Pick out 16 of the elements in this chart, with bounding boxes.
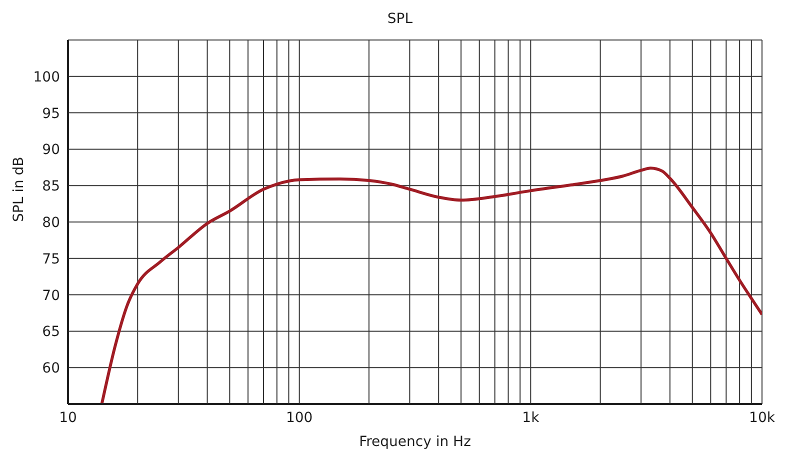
y-tick-label: 90 (42, 142, 60, 158)
chart-title: SPL (386, 10, 414, 29)
y-tick-label: 65 (42, 324, 60, 340)
x-tick-label: 10 (59, 410, 77, 426)
x-tick-label: 1k (522, 410, 540, 426)
y-tick-label: 95 (42, 106, 60, 122)
x-tick-label: 10k (749, 410, 776, 426)
x-tick-label: 100 (286, 410, 313, 426)
y-tick-label: 75 (42, 251, 60, 268)
y-tick-label: 85 (42, 178, 60, 195)
y-tick-label: 80 (42, 214, 60, 231)
y-tick-label: 100 (33, 69, 60, 86)
y-tick-label: 70 (42, 288, 60, 304)
y-axis-title: SPL in dB (10, 156, 27, 222)
y-tick-label: 60 (42, 360, 60, 377)
x-axis-title: Frequency in Hz (359, 434, 471, 450)
